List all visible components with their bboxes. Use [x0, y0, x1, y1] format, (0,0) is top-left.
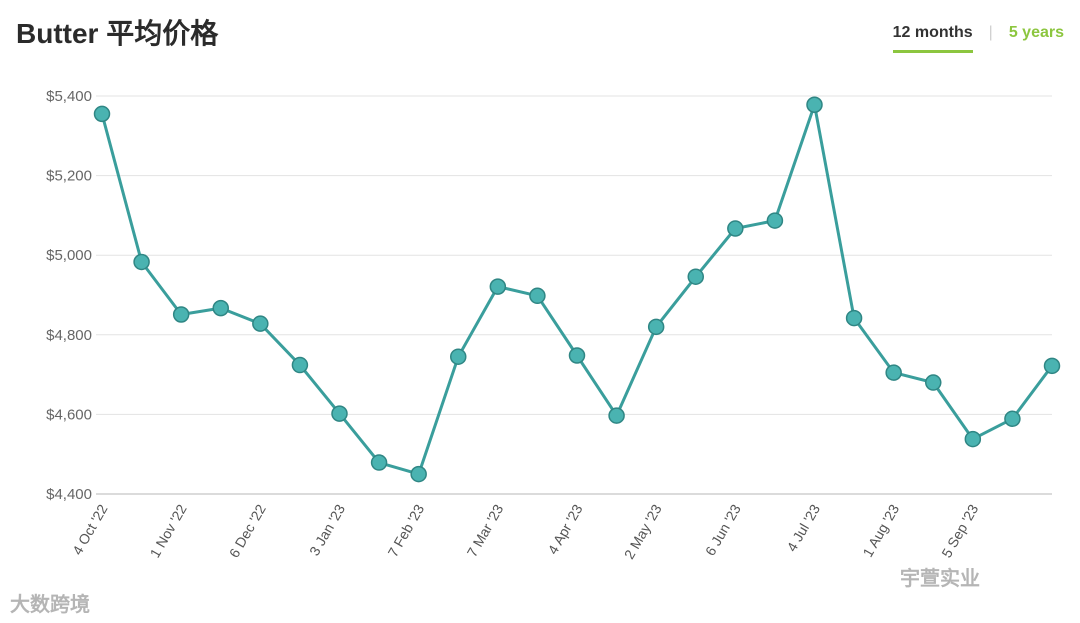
data-point[interactable]	[450, 348, 467, 365]
data-point[interactable]	[93, 105, 111, 123]
data-point[interactable]	[410, 465, 427, 483]
price-line	[100, 103, 1054, 476]
data-point[interactable]	[172, 306, 190, 323]
data-point[interactable]	[568, 347, 586, 364]
y-tick-label: $4,600	[46, 406, 92, 423]
y-tick-label: $4,800	[46, 327, 92, 344]
data-point[interactable]	[608, 407, 625, 424]
price-series	[93, 96, 1061, 483]
data-point[interactable]	[529, 287, 546, 305]
x-tick-label: 3 Jan '23	[306, 501, 348, 558]
x-axis: 4 Oct '22 1 Nov '22 6 Dec '22 3 Jan '23 7 Fe…	[69, 501, 982, 561]
x-tick-label: 5 Sep '23	[938, 501, 981, 560]
y-tick-label: $5,000	[46, 247, 92, 264]
data-point[interactable]	[252, 315, 269, 332]
data-point[interactable]	[964, 430, 982, 448]
data-point[interactable]	[212, 299, 229, 317]
data-point[interactable]	[133, 253, 150, 271]
x-tick-label: 6 Dec '22	[226, 501, 269, 560]
x-tick-label: 6 Jun '23	[702, 501, 744, 558]
data-point[interactable]	[1043, 357, 1061, 375]
data-point[interactable]	[727, 220, 744, 237]
watermark-left: 大数跨境	[10, 594, 90, 616]
data-point[interactable]	[291, 356, 309, 374]
data-point[interactable]	[331, 405, 348, 422]
tab-5-years[interactable]: 5 years	[1008, 24, 1064, 41]
y-tick-label: $4,400	[46, 486, 92, 503]
chart-title: Butter 平均价格	[16, 18, 219, 49]
data-point[interactable]	[687, 268, 704, 285]
y-axis: $4,400 $4,600 $4,800 $5,000 $5,200 $5,400	[46, 88, 92, 503]
x-tick-label: 4 Apr '23	[544, 501, 585, 557]
data-point[interactable]	[647, 318, 665, 336]
tab-12-months[interactable]: 12 months	[892, 24, 973, 53]
data-point[interactable]	[489, 278, 507, 295]
data-point[interactable]	[845, 309, 863, 327]
x-tick-label: 1 Aug '23	[859, 501, 902, 559]
data-point[interactable]	[806, 96, 823, 114]
period-tabs: 12 months | 5 years	[892, 24, 1064, 53]
data-point[interactable]	[885, 364, 902, 381]
x-tick-label: 1 Nov '22	[147, 501, 190, 560]
tab-separator: |	[988, 24, 993, 41]
x-tick-label: 7 Feb '23	[384, 501, 427, 559]
x-tick-label: 4 Jul '23	[783, 501, 823, 554]
data-point[interactable]	[766, 212, 784, 229]
gridlines	[96, 95, 1052, 495]
x-tick-label: 2 May '23	[621, 501, 665, 561]
data-point[interactable]	[1004, 410, 1021, 428]
x-tick-label: 4 Oct '22	[69, 501, 111, 557]
y-tick-label: $5,200	[46, 168, 92, 185]
watermark-right: 宇萱实业	[900, 568, 980, 590]
x-tick-label: 7 Mar '23	[464, 501, 507, 559]
data-point[interactable]	[370, 454, 388, 471]
y-tick-label: $5,400	[46, 88, 92, 105]
data-point[interactable]	[925, 374, 942, 391]
